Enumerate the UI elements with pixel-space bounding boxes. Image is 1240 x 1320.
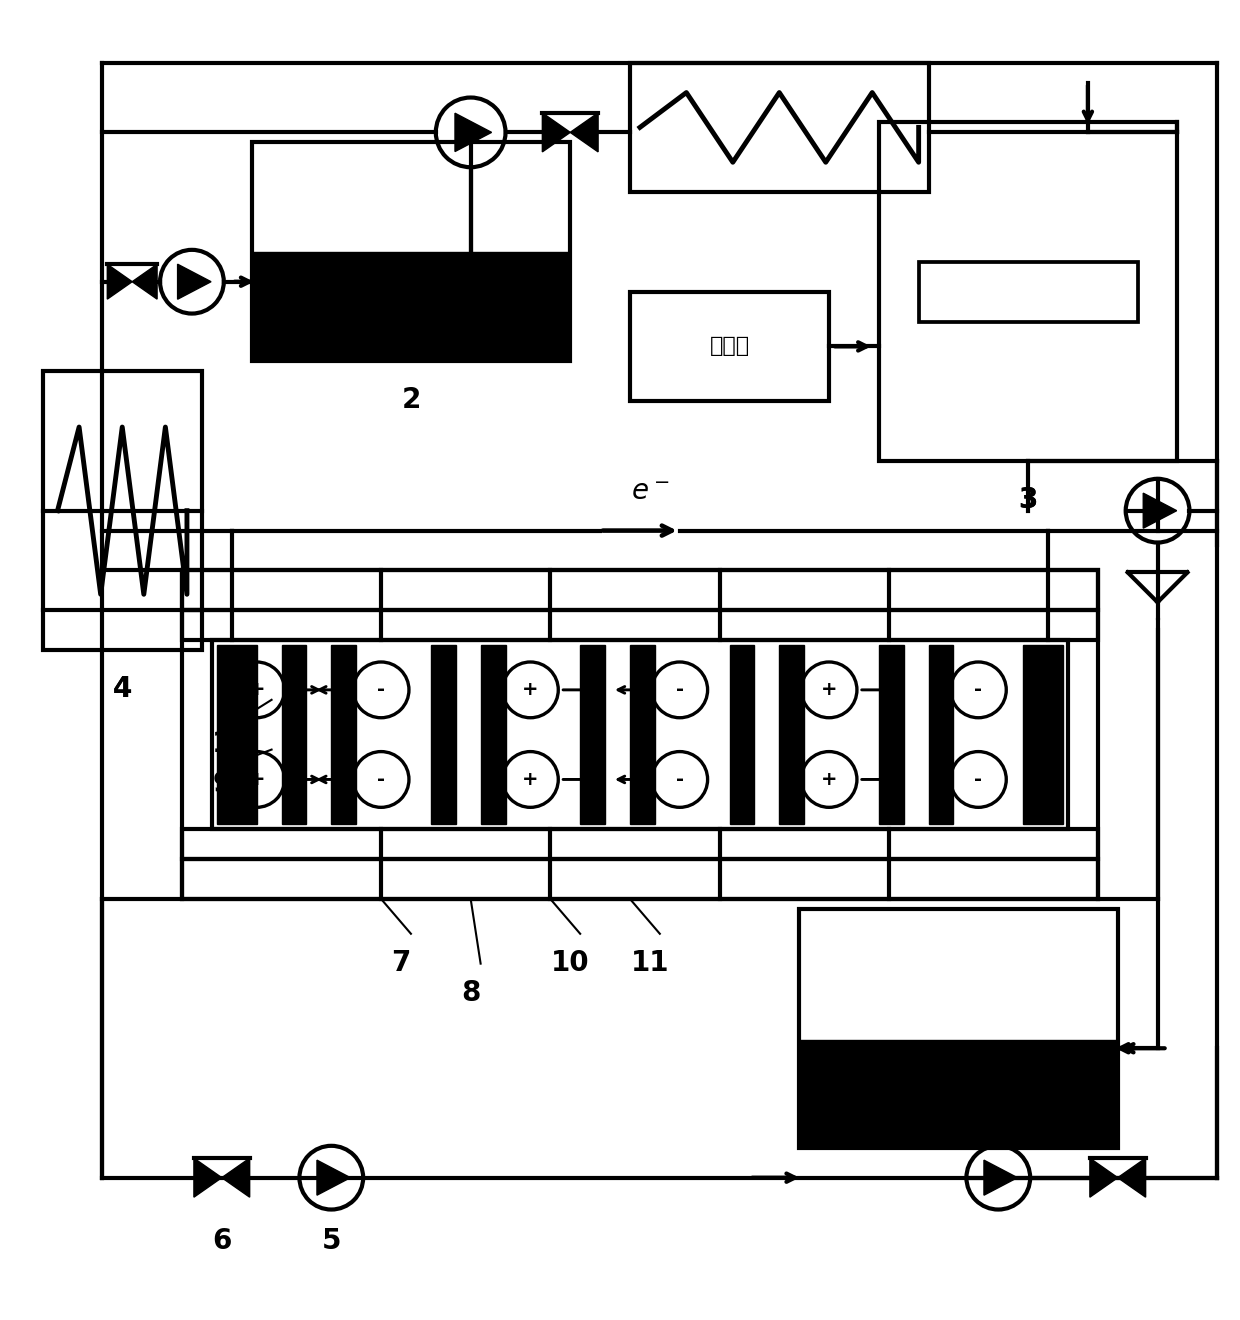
Bar: [182, 570, 1097, 899]
Text: -: -: [975, 680, 982, 700]
Polygon shape: [985, 1160, 1017, 1195]
Bar: [919, 261, 1137, 322]
Polygon shape: [177, 264, 211, 300]
Bar: [212, 640, 1068, 829]
Polygon shape: [317, 1160, 351, 1195]
Polygon shape: [193, 1158, 222, 1197]
Text: 5: 5: [321, 1228, 341, 1255]
Bar: [182, 859, 1097, 899]
Text: 11: 11: [631, 949, 670, 977]
Text: -: -: [377, 680, 386, 700]
Text: 8: 8: [461, 978, 480, 1007]
Text: +: +: [248, 770, 265, 789]
Polygon shape: [252, 252, 570, 362]
Polygon shape: [481, 645, 506, 824]
Text: +: +: [821, 770, 837, 789]
Text: 3: 3: [1018, 486, 1038, 513]
Text: 1: 1: [212, 730, 232, 758]
Text: +: +: [522, 770, 538, 789]
Text: 9: 9: [212, 770, 232, 797]
Bar: [42, 371, 202, 649]
Polygon shape: [580, 645, 605, 824]
Bar: [630, 62, 929, 193]
Polygon shape: [570, 114, 598, 152]
Polygon shape: [217, 645, 257, 824]
Text: $e^-$: $e^-$: [631, 478, 670, 506]
Text: 10: 10: [551, 949, 589, 977]
Bar: [252, 143, 570, 362]
Text: -: -: [676, 770, 683, 789]
Polygon shape: [108, 264, 133, 300]
Polygon shape: [1023, 645, 1063, 824]
Polygon shape: [1090, 1158, 1117, 1197]
Polygon shape: [879, 645, 904, 824]
Polygon shape: [630, 645, 655, 824]
Polygon shape: [430, 645, 456, 824]
Bar: [879, 123, 1178, 461]
Bar: [182, 610, 1097, 640]
Polygon shape: [1117, 1158, 1146, 1197]
Polygon shape: [929, 645, 954, 824]
Polygon shape: [281, 645, 306, 824]
Text: 3: 3: [1018, 486, 1038, 513]
Text: -: -: [377, 770, 386, 789]
Polygon shape: [779, 645, 805, 824]
Text: +: +: [522, 680, 538, 700]
Text: 6: 6: [212, 1228, 232, 1255]
Text: +: +: [821, 680, 837, 700]
Polygon shape: [455, 114, 491, 152]
Text: -: -: [676, 680, 683, 700]
Polygon shape: [800, 1040, 1117, 1148]
Text: -: -: [975, 770, 982, 789]
Bar: [182, 570, 1097, 610]
Polygon shape: [331, 645, 356, 824]
Polygon shape: [729, 645, 754, 824]
Bar: [800, 909, 1117, 1148]
Text: +: +: [248, 680, 265, 700]
Bar: [630, 292, 830, 401]
Bar: [182, 829, 1097, 859]
Text: 冷却水: 冷却水: [709, 337, 749, 356]
Polygon shape: [1143, 494, 1177, 528]
Polygon shape: [222, 1158, 249, 1197]
Text: 4: 4: [113, 675, 131, 704]
Text: 7: 7: [392, 949, 410, 977]
Text: 2: 2: [402, 387, 420, 414]
Polygon shape: [133, 264, 157, 300]
Polygon shape: [542, 114, 570, 152]
Text: 4: 4: [113, 675, 131, 704]
